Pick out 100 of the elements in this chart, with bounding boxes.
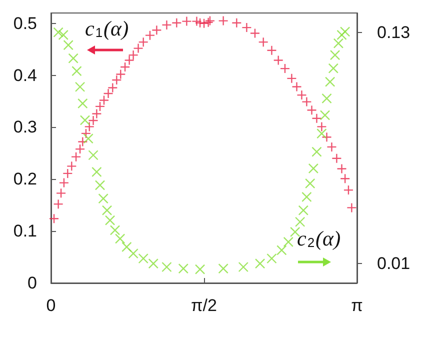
y-tick-label: 0.5 bbox=[13, 14, 37, 33]
point bbox=[336, 30, 347, 40]
point bbox=[340, 26, 350, 37]
point bbox=[56, 188, 66, 198]
point bbox=[332, 153, 342, 164]
point bbox=[88, 115, 98, 126]
point bbox=[53, 198, 64, 210]
point bbox=[83, 133, 94, 144]
point bbox=[103, 88, 114, 99]
point bbox=[133, 43, 144, 54]
point bbox=[194, 264, 206, 274]
point bbox=[328, 63, 338, 74]
point bbox=[286, 73, 297, 84]
point bbox=[84, 122, 94, 132]
point bbox=[162, 262, 172, 272]
point bbox=[273, 55, 284, 66]
point bbox=[232, 18, 242, 28]
point bbox=[198, 18, 210, 28]
point bbox=[102, 205, 112, 216]
point bbox=[120, 62, 130, 72]
point bbox=[330, 50, 340, 60]
point bbox=[304, 178, 316, 189]
point bbox=[218, 263, 228, 274]
point bbox=[333, 38, 344, 48]
point bbox=[98, 95, 110, 106]
x-tick-label: 0 bbox=[46, 296, 56, 315]
x-tick-label: π bbox=[351, 296, 363, 315]
y-tick-label: 0.1 bbox=[13, 222, 37, 241]
point bbox=[114, 234, 126, 244]
point bbox=[306, 104, 317, 116]
point bbox=[112, 74, 122, 86]
point bbox=[316, 128, 327, 139]
point bbox=[48, 214, 60, 224]
point bbox=[280, 63, 290, 74]
point bbox=[122, 242, 132, 252]
point bbox=[116, 69, 126, 80]
point bbox=[324, 76, 336, 87]
point bbox=[266, 253, 277, 264]
point bbox=[294, 216, 306, 227]
point bbox=[88, 150, 98, 160]
point bbox=[110, 225, 120, 236]
point bbox=[144, 30, 156, 40]
point bbox=[283, 236, 294, 248]
point bbox=[218, 16, 228, 26]
point bbox=[192, 16, 202, 26]
annotation: c2(α) bbox=[297, 226, 341, 250]
point bbox=[242, 22, 252, 33]
point bbox=[322, 93, 332, 104]
point bbox=[94, 101, 106, 112]
y-tick-label: 0.4 bbox=[13, 66, 37, 85]
point bbox=[53, 27, 64, 38]
point bbox=[92, 166, 102, 178]
point bbox=[148, 258, 158, 269]
point bbox=[74, 82, 86, 92]
point bbox=[238, 262, 248, 272]
point bbox=[194, 18, 206, 28]
y-tick-label: 0.2 bbox=[13, 170, 37, 189]
point bbox=[128, 248, 138, 259]
point bbox=[78, 98, 88, 109]
point bbox=[72, 66, 82, 76]
point bbox=[340, 174, 350, 184]
point bbox=[58, 30, 68, 40]
point bbox=[138, 36, 148, 48]
point bbox=[302, 192, 312, 202]
point bbox=[254, 258, 266, 269]
point bbox=[312, 113, 322, 124]
point bbox=[70, 152, 82, 162]
point bbox=[336, 164, 347, 174]
point bbox=[343, 184, 354, 196]
point bbox=[74, 144, 86, 154]
point bbox=[66, 161, 77, 172]
point bbox=[316, 122, 327, 132]
point bbox=[58, 178, 70, 188]
point bbox=[63, 40, 74, 50]
point bbox=[290, 226, 300, 237]
point bbox=[258, 36, 268, 48]
point bbox=[298, 205, 308, 216]
point bbox=[98, 193, 108, 204]
point bbox=[104, 215, 116, 226]
point bbox=[92, 108, 102, 119]
point bbox=[266, 45, 277, 56]
y2-tick-label: 0.13 bbox=[377, 22, 410, 42]
y-tick-label: 0 bbox=[28, 274, 37, 292]
point bbox=[124, 55, 134, 66]
point bbox=[68, 53, 78, 64]
point bbox=[320, 110, 330, 120]
point bbox=[162, 20, 172, 30]
point bbox=[312, 146, 322, 157]
point bbox=[308, 163, 319, 174]
y2-tick-label: 0.01 bbox=[377, 254, 410, 274]
point bbox=[78, 136, 88, 147]
point bbox=[62, 168, 73, 179]
point bbox=[94, 180, 106, 190]
point bbox=[346, 202, 357, 213]
annotation: c1(α) bbox=[85, 16, 129, 40]
point bbox=[80, 128, 92, 139]
point bbox=[178, 263, 188, 274]
point bbox=[276, 245, 287, 256]
point bbox=[326, 142, 337, 152]
point bbox=[182, 16, 192, 26]
